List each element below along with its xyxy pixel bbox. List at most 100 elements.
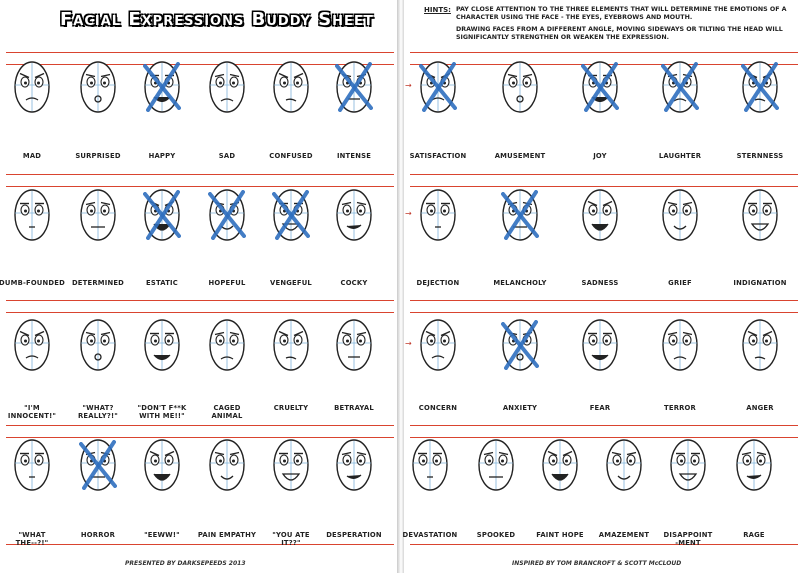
face-sketch <box>410 436 450 492</box>
flow-arrow-icon: → <box>405 339 412 348</box>
face-sketch <box>78 316 118 372</box>
book-spine <box>397 0 405 573</box>
expression-label: DEJECTION <box>416 279 460 287</box>
guide-rule <box>410 52 798 53</box>
guide-rule <box>6 64 394 65</box>
left-page: Facial Expressions Buddy Sheet MAD SURPRI… <box>0 0 398 573</box>
face-sketch <box>271 316 311 372</box>
face-sketch <box>78 186 118 242</box>
face-sketch-crossed-out <box>740 58 780 114</box>
expression-label: GRIEF <box>668 279 692 287</box>
guide-rule <box>410 544 798 545</box>
face-sketch <box>660 316 700 372</box>
expression-label: INDIGNATION <box>733 279 787 287</box>
face-sketch <box>740 316 780 372</box>
guide-rule <box>6 312 394 313</box>
hints-text-1: PAY CLOSE ATTENTION TO THE THREE ELEMENT… <box>456 6 787 21</box>
expression-label: "EEWW!" <box>144 531 180 539</box>
expression-label: RAGE <box>743 531 765 539</box>
face-sketch <box>418 316 458 372</box>
guide-rule <box>410 312 798 313</box>
guide-rule <box>6 437 394 438</box>
face-sketch <box>660 186 700 242</box>
guide-rule <box>410 437 798 438</box>
face-sketch <box>271 436 311 492</box>
expression-label: BETRAYAL <box>334 404 374 412</box>
guide-rule <box>410 186 798 187</box>
expression-label: AMUSEMENT <box>494 152 546 160</box>
expression-label: COCKY <box>340 279 368 287</box>
expression-label: ANGER <box>746 404 774 412</box>
expression-label: CAGED ANIMAL <box>211 404 243 420</box>
face-sketch <box>207 58 247 114</box>
expression-label: DESPERATION <box>326 531 382 539</box>
guide-rule <box>6 544 394 545</box>
guide-rule <box>6 425 394 426</box>
expression-label: "DON'T F**K WITH ME!!" <box>137 404 187 420</box>
expression-label: PAIN EMPATHY <box>197 531 257 539</box>
expression-label: INTENSE <box>336 152 372 160</box>
face-sketch-crossed-out <box>660 58 700 114</box>
face-sketch <box>12 58 52 114</box>
face-sketch <box>334 186 374 242</box>
expression-label: STERNNESS <box>736 152 784 160</box>
expression-label: DUMB-FOUNDED <box>0 279 65 287</box>
flow-arrow-icon: → <box>405 209 412 218</box>
expression-label: JOY <box>593 152 607 160</box>
expression-label: FEAR <box>589 404 611 412</box>
face-sketch-crossed-out <box>500 186 540 242</box>
face-sketch <box>207 436 247 492</box>
guide-rule <box>410 300 798 301</box>
face-sketch <box>142 316 182 372</box>
face-sketch-crossed-out <box>418 58 458 114</box>
expression-label: TERROR <box>664 404 696 412</box>
expression-label: DEVASTATION <box>402 531 458 539</box>
expression-label: SAD <box>218 152 236 160</box>
face-sketch <box>580 316 620 372</box>
expression-label: SADNESS <box>581 279 619 287</box>
expression-label: "WHAT? REALLY?!" <box>77 404 119 420</box>
hints-label: HINTS: <box>424 6 451 14</box>
guide-rule <box>410 425 798 426</box>
face-sketch <box>540 436 580 492</box>
expression-label: AMAZEMENT <box>598 531 650 539</box>
guide-rule <box>6 186 394 187</box>
expression-label: SATISFACTION <box>409 152 467 160</box>
expression-label: HAPPY <box>148 152 176 160</box>
face-sketch <box>500 58 540 114</box>
expression-label: VENGEFUL <box>270 279 312 287</box>
expression-label: HORROR <box>80 531 116 539</box>
face-sketch-crossed-out <box>500 316 540 372</box>
face-sketch-crossed-out <box>271 186 311 242</box>
guide-rule <box>6 52 394 53</box>
expression-label: DISAPPOINT -MENT <box>663 531 713 547</box>
face-sketch <box>12 186 52 242</box>
right-footer: INSPIRED BY TOM BRANCROFT & SCOTT McCLOU… <box>512 560 682 567</box>
expression-label: DETERMINED <box>71 279 125 287</box>
face-sketch <box>476 436 516 492</box>
sheet-title: Facial Expressions Buddy Sheet <box>60 9 374 30</box>
guide-rule <box>6 174 394 175</box>
expression-label: SPOOKED <box>476 531 516 539</box>
expression-label: CRUELTY <box>273 404 309 412</box>
face-sketch-crossed-out <box>334 58 374 114</box>
face-sketch <box>668 436 708 492</box>
face-sketch <box>12 316 52 372</box>
face-sketch-crossed-out <box>142 186 182 242</box>
face-sketch-crossed-out <box>142 58 182 114</box>
face-sketch <box>604 436 644 492</box>
expression-label: "WHAT THE--?!" <box>15 531 49 547</box>
face-sketch <box>271 58 311 114</box>
flow-arrow-icon: → <box>405 81 412 90</box>
face-sketch <box>734 436 774 492</box>
face-sketch <box>12 436 52 492</box>
hints-text-2: DRAWING FACES FROM A DIFFERENT ANGLE, MO… <box>456 26 783 41</box>
face-sketch <box>580 186 620 242</box>
expression-label: ANXIETY <box>502 404 538 412</box>
face-sketch <box>207 316 247 372</box>
face-sketch <box>78 58 118 114</box>
guide-rule <box>410 174 798 175</box>
expression-label: SURPRISED <box>75 152 121 160</box>
expression-label: LAUGHTER <box>658 152 702 160</box>
face-sketch <box>334 436 374 492</box>
